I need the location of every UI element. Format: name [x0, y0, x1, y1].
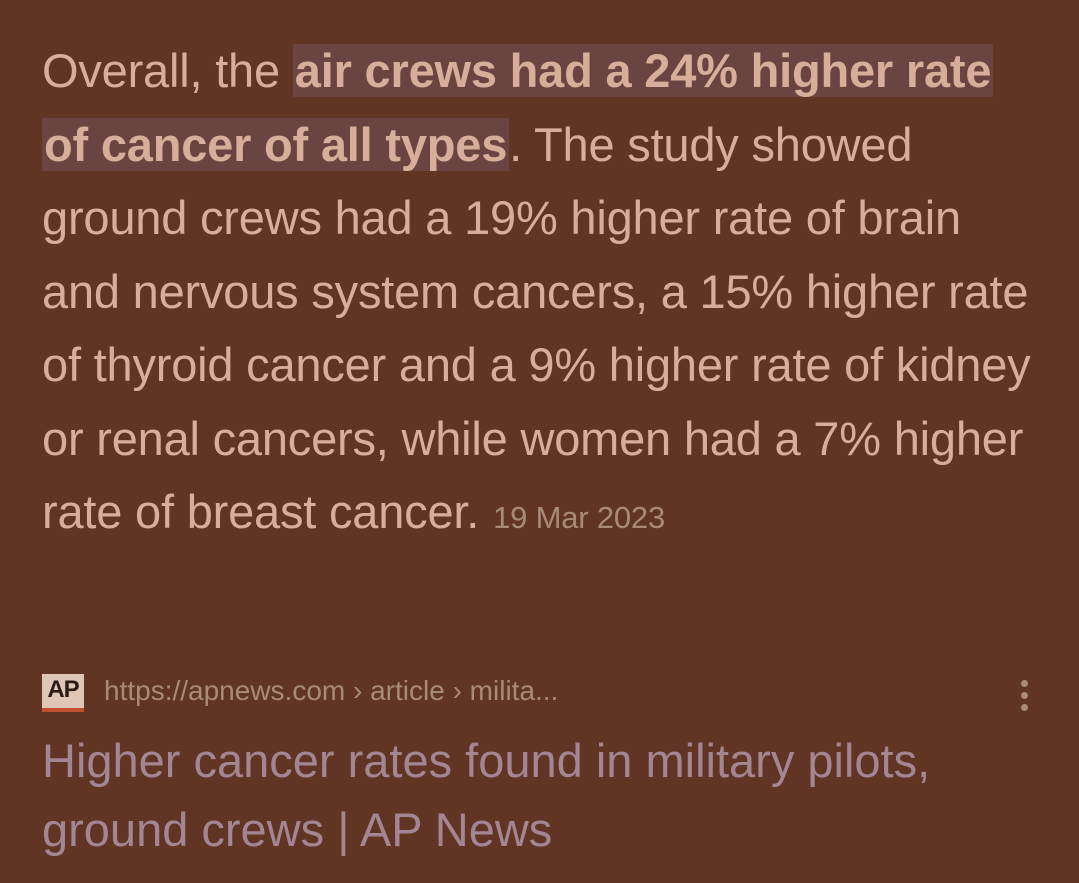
result-url[interactable]: https://apnews.com › article › milita... — [104, 675, 559, 706]
result-source-row[interactable]: AP https://apnews.com › article › milita… — [42, 668, 1042, 716]
menu-dot — [1020, 692, 1028, 699]
menu-dot — [1020, 680, 1028, 687]
result-title-link[interactable]: Higher cancer rates found in military pi… — [42, 734, 931, 856]
snippet-body-text: . The study showed ground crews had a 19… — [42, 117, 1031, 539]
menu-dot — [1020, 704, 1028, 711]
more-vert-icon[interactable] — [1012, 680, 1036, 716]
snippet-date: 19 Mar 2023 — [493, 500, 665, 535]
featured-snippet: Overall, the air crews had a 24% higher … — [42, 34, 1042, 555]
snippet-lead-text: Overall, the — [42, 44, 293, 97]
ap-logo-icon: AP — [42, 674, 84, 712]
